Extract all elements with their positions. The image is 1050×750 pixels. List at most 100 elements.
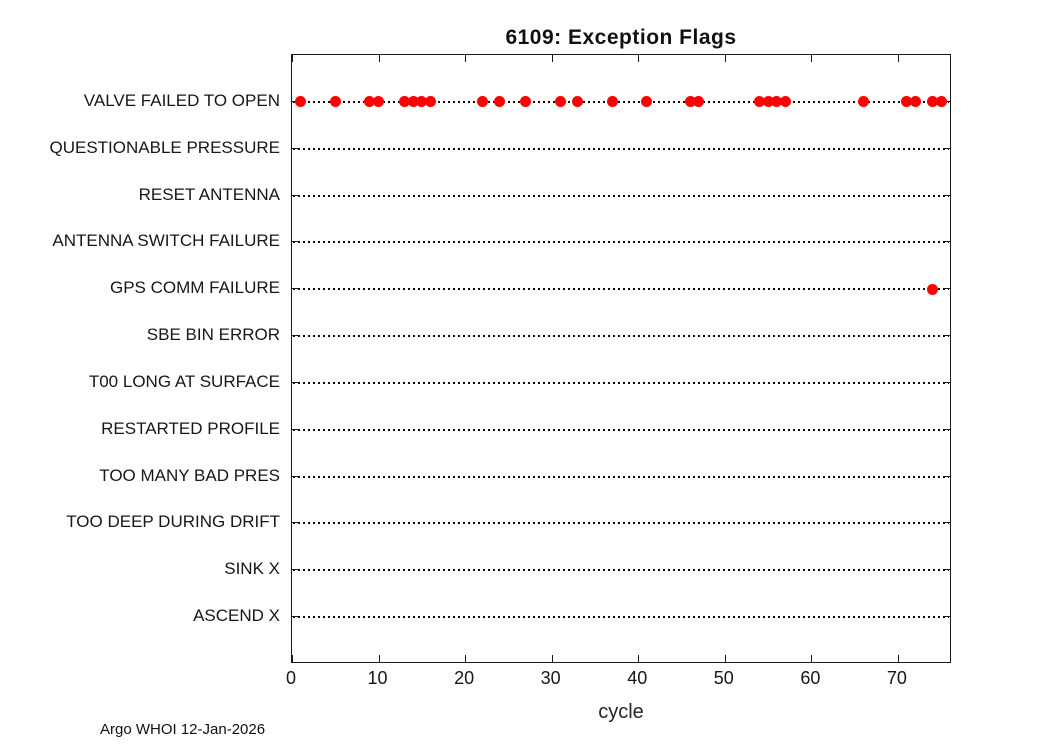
data-point: [329, 96, 341, 108]
x-tick-label: 30: [540, 668, 561, 688]
y-axis-tick: [944, 194, 950, 196]
data-point: [373, 96, 385, 108]
y-axis-tick: [292, 241, 298, 243]
y-axis-tick: [292, 288, 298, 290]
y-axis-tick: [292, 335, 298, 337]
y-axis-tick: [944, 288, 950, 290]
x-axis-tick-top: [551, 55, 553, 62]
dotted-grid-line: [293, 194, 949, 197]
x-tick-label: 70: [886, 668, 907, 688]
dotted-grid-line: [293, 381, 949, 384]
y-axis-tick: [292, 475, 298, 477]
data-point: [416, 96, 428, 108]
y-category-label: TOO MANY BAD PRES: [99, 465, 280, 485]
y-category-label: RESTARTED PROFILE: [101, 418, 280, 438]
x-tick-label: 40: [627, 668, 648, 688]
data-point: [771, 96, 783, 108]
x-axis-tick-top: [378, 55, 380, 62]
data-point: [641, 96, 653, 108]
y-axis-tick: [944, 147, 950, 149]
y-category-label: TOO DEEP DURING DRIFT: [66, 512, 280, 532]
data-point: [693, 96, 705, 108]
data-point: [520, 96, 532, 108]
footer-credit: Argo WHOI 12-Jan-2026: [100, 721, 266, 738]
x-tick-label: 10: [367, 668, 388, 688]
data-point: [901, 96, 913, 108]
x-axis-tick-bottom: [378, 655, 380, 662]
x-axis-tick-bottom: [292, 655, 293, 662]
x-tick-label: 60: [800, 668, 821, 688]
data-point: [927, 96, 939, 108]
y-axis-tick: [292, 428, 298, 430]
plot-area: [291, 54, 951, 663]
data-point: [364, 96, 376, 108]
x-axis-tick-bottom: [638, 655, 640, 662]
data-point: [572, 96, 584, 108]
y-axis-tick: [292, 522, 298, 524]
dotted-grid-line: [293, 241, 949, 244]
y-axis-tick: [944, 241, 950, 243]
x-tick-label: 0: [285, 668, 296, 688]
y-category-label: ASCEND X: [193, 606, 280, 626]
dotted-grid-line: [293, 569, 949, 572]
x-axis-tick-top: [638, 55, 640, 62]
x-axis-tick-bottom: [465, 655, 467, 662]
y-axis-tick: [944, 381, 950, 383]
y-axis-tick: [292, 147, 298, 149]
y-axis-tick: [944, 616, 950, 618]
y-axis-tick: [292, 100, 298, 102]
data-point: [295, 96, 307, 108]
x-axis-tick-bottom: [897, 655, 899, 662]
chart-title: 6109: Exception Flags: [505, 26, 737, 49]
y-category-label: QUESTIONABLE PRESSURE: [49, 137, 280, 157]
data-point: [606, 96, 618, 108]
data-point: [407, 96, 419, 108]
x-axis-tick-bottom: [724, 655, 726, 662]
dotted-grid-line: [293, 428, 949, 431]
y-axis-tick: [292, 194, 298, 196]
dotted-grid-line: [293, 100, 949, 103]
y-category-label: SBE BIN ERROR: [146, 325, 280, 345]
data-point: [927, 283, 939, 295]
dotted-grid-line: [293, 288, 949, 291]
y-axis-tick: [292, 616, 298, 618]
x-axis-tick-top: [465, 55, 467, 62]
data-point: [476, 96, 488, 108]
dotted-grid-line: [293, 475, 949, 478]
data-point: [779, 96, 791, 108]
data-point: [424, 96, 436, 108]
y-category-label: RESET ANTENNA: [138, 184, 280, 204]
x-axis-tick-bottom: [551, 655, 553, 662]
dotted-grid-line: [293, 616, 949, 619]
y-axis-tick: [292, 569, 298, 571]
y-axis-tick: [292, 381, 298, 383]
data-point: [762, 96, 774, 108]
y-axis-tick: [944, 428, 950, 430]
x-tick-label: 20: [454, 668, 475, 688]
dotted-grid-line: [293, 522, 949, 525]
y-axis-tick: [944, 522, 950, 524]
y-category-label: VALVE FAILED TO OPEN: [83, 90, 280, 110]
data-point: [753, 96, 765, 108]
x-axis-tick-bottom: [811, 655, 813, 662]
y-category-label: GPS COMM FAILURE: [109, 278, 280, 298]
x-axis-tick-top: [897, 55, 899, 62]
data-point: [554, 96, 566, 108]
y-axis-tick: [944, 100, 950, 102]
x-tick-label: 50: [713, 668, 734, 688]
dotted-grid-line: [293, 335, 949, 338]
data-point: [494, 96, 506, 108]
data-point: [684, 96, 696, 108]
y-axis-tick: [944, 569, 950, 571]
y-category-label: ANTENNA SWITCH FAILURE: [52, 231, 280, 251]
data-point: [857, 96, 869, 108]
y-category-label: T00 LONG AT SURFACE: [88, 371, 280, 391]
data-point: [399, 96, 411, 108]
x-axis-tick-top: [724, 55, 726, 62]
data-point: [935, 96, 947, 108]
dotted-grid-line: [293, 147, 949, 150]
x-axis-tick-top: [811, 55, 813, 62]
y-category-label: SINK X: [224, 559, 280, 579]
y-axis-tick: [944, 475, 950, 477]
